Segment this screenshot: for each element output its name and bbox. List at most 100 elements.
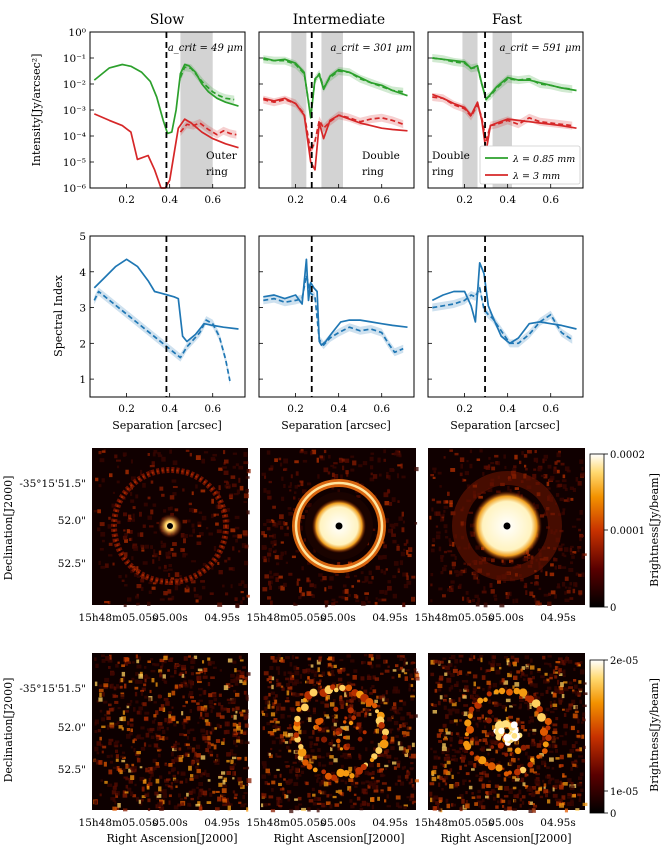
noise-speckle — [147, 515, 153, 520]
noise-speckle — [395, 712, 401, 715]
noise-speckle — [117, 707, 121, 710]
noise-speckle — [239, 659, 244, 662]
noise-speckle — [225, 729, 230, 735]
noise-speckle — [200, 706, 205, 711]
noise-speckle — [446, 677, 452, 683]
noise-speckle — [156, 726, 162, 731]
noise-speckle — [400, 716, 405, 721]
noise-speckle — [261, 803, 264, 808]
noise-speckle — [110, 797, 115, 801]
noise-speckle — [279, 798, 283, 804]
noise-speckle — [332, 731, 336, 736]
noise-speckle — [533, 804, 538, 808]
noise-speckle — [411, 801, 415, 805]
noise-speckle — [148, 767, 153, 772]
noise-speckle — [477, 658, 481, 661]
noise-speckle — [340, 726, 345, 730]
noise-speckle — [112, 785, 117, 790]
noise-speckle — [504, 706, 507, 712]
noise-speckle — [504, 686, 508, 692]
noise-speckle — [484, 669, 488, 674]
noise-speckle — [578, 528, 582, 532]
noise-speckle — [443, 509, 446, 513]
noise-speckle — [268, 752, 271, 756]
noise-speckle — [409, 714, 414, 719]
noise-speckle — [552, 793, 558, 798]
noise-speckle — [411, 596, 416, 602]
noise-speckle — [501, 705, 506, 709]
noise-speckle — [367, 600, 371, 604]
noise-speckle — [581, 721, 584, 724]
noise-speckle — [361, 686, 364, 690]
noise-speckle — [568, 703, 574, 707]
noise-speckle — [443, 699, 448, 702]
noise-speckle — [479, 776, 484, 781]
noise-speckle — [264, 475, 267, 479]
noise-speckle — [353, 594, 358, 599]
noise-speckle — [218, 702, 221, 706]
noise-speckle — [152, 503, 157, 507]
noise-speckle — [520, 675, 523, 678]
noise-speckle — [570, 781, 574, 786]
noise-speckle — [383, 544, 387, 549]
ring-blob — [537, 713, 546, 722]
noise-speckle — [461, 755, 467, 760]
noise-speckle — [323, 711, 326, 715]
noise-speckle — [197, 521, 202, 527]
noise-speckle — [276, 562, 280, 566]
noise-speckle — [261, 710, 264, 714]
noise-speckle — [347, 786, 352, 791]
noise-speckle — [293, 602, 296, 606]
noise-speckle — [277, 654, 281, 659]
noise-speckle — [497, 774, 501, 777]
noise-speckle — [195, 803, 201, 807]
noise-speckle — [557, 583, 561, 588]
ring-blob — [324, 772, 332, 780]
noise-speckle — [521, 695, 527, 699]
noise-speckle — [405, 778, 409, 781]
noise-speckle — [147, 792, 150, 798]
noise-speckle — [234, 597, 238, 601]
noise-speckle — [433, 755, 439, 760]
noise-speckle — [488, 487, 493, 493]
noise-speckle — [226, 752, 231, 757]
noise-speckle — [447, 550, 453, 553]
noise-speckle — [409, 795, 415, 801]
noise-speckle — [432, 467, 437, 471]
noise-speckle — [290, 736, 295, 741]
noise-speckle — [282, 521, 286, 525]
noise-speckle — [286, 745, 290, 750]
noise-speckle — [401, 766, 405, 770]
noise-speckle — [563, 723, 568, 729]
ring-blob — [464, 719, 472, 727]
noise-speckle — [157, 763, 160, 768]
noise-speckle — [432, 476, 436, 479]
noise-speckle — [223, 707, 228, 711]
y-tick-label: 2 — [79, 338, 86, 350]
noise-speckle — [429, 791, 433, 797]
noise-speckle — [288, 749, 292, 753]
noise-speckle — [283, 671, 287, 676]
ra-tick-label: 05.00s — [152, 612, 187, 624]
noise-speckle — [196, 786, 200, 789]
noise-speckle — [567, 753, 572, 758]
noise-speckle — [340, 755, 345, 758]
noise-speckle — [361, 602, 367, 606]
model-line-red — [263, 97, 408, 171]
noise-speckle — [334, 719, 339, 723]
noise-speckle — [296, 578, 301, 582]
noise-speckle — [396, 709, 399, 713]
noise-speckle — [239, 671, 245, 677]
noise-speckle — [405, 749, 410, 753]
noise-speckle — [531, 738, 535, 744]
noise-speckle — [461, 798, 465, 804]
noise-speckle — [543, 458, 548, 462]
noise-speckle — [222, 779, 226, 785]
noise-speckle — [238, 465, 244, 470]
noise-speckle — [582, 745, 586, 749]
noise-speckle — [477, 597, 481, 603]
noise-speckle — [465, 673, 469, 676]
noise-speckle — [556, 452, 561, 458]
noise-speckle — [132, 661, 135, 664]
noise-speckle — [478, 762, 484, 766]
